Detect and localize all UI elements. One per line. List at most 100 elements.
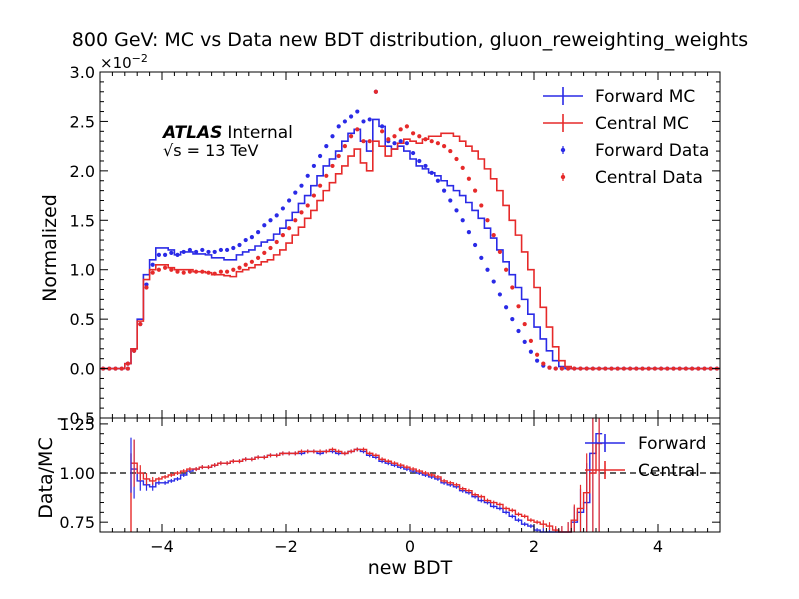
series-central-data-point — [206, 270, 211, 275]
series-forward-data-point — [243, 237, 248, 243]
series-central-data-point — [169, 267, 174, 272]
series-forward-data-point — [206, 249, 211, 255]
series-central-data-point — [330, 163, 335, 169]
series-forward-data-point — [169, 250, 174, 256]
series-forward-data-point — [231, 245, 236, 251]
series-central-data-point — [311, 193, 316, 198]
series-central-data-point — [386, 137, 391, 142]
series-central-data-point — [342, 144, 347, 149]
series-central-data-point — [163, 265, 168, 270]
series-central-data-point — [696, 366, 701, 371]
scale-multiplier-base: ×10 — [100, 54, 132, 72]
series-central-data-point — [367, 139, 372, 144]
main-axes: −0.5 0.0 0.5 1.0 1.5 2.0 2.5 3.0 — [56, 63, 721, 428]
series-forward-data-point — [175, 252, 180, 257]
series-central-data-point — [293, 218, 298, 223]
main-y-tick-label: 2.0 — [70, 162, 95, 181]
series-central-data-point — [528, 338, 534, 343]
ratio-panel: 0.75 1.00 1.25 −4 −2 0 2 4 Data/MC new BDT Forw… — [35, 415, 721, 579]
series-central-data-point — [392, 134, 397, 139]
series-central-data-point — [194, 269, 199, 274]
ratio-axes: 0.75 1.00 1.25 −4 −2 0 2 4 — [59, 415, 721, 556]
series-central-data-point — [150, 270, 155, 275]
series-forward-data-point — [181, 249, 186, 255]
series-forward-data-point — [528, 349, 534, 354]
series-forward-data-point — [218, 247, 223, 253]
series-central-data-point — [590, 366, 595, 371]
series-forward-data-point — [417, 158, 422, 164]
series-central-data-point — [566, 366, 571, 371]
series-forward-data-point — [287, 198, 292, 203]
series-forward-data-point — [330, 134, 335, 139]
series-forward-data-point — [305, 173, 310, 178]
series-forward-data-point — [404, 141, 409, 146]
series-central-data-point — [225, 269, 230, 274]
series-central-data-point — [280, 233, 285, 238]
series-central-data-point — [125, 366, 130, 371]
series-central-data-point — [125, 361, 130, 366]
series-forward-data-point — [311, 163, 316, 169]
x-tick-label: −2 — [274, 537, 298, 556]
series-central-data-point — [609, 366, 614, 371]
series-forward-mc-line — [100, 118, 720, 370]
series-central-data-point — [231, 267, 236, 272]
legend-forward-mc-label: Forward MC — [595, 87, 695, 107]
series-forward-data-point — [423, 163, 428, 169]
series-central-data-point — [355, 127, 360, 132]
series-central-data-point — [268, 245, 273, 251]
scale-multiplier: ×10−2 — [100, 52, 148, 72]
main-y-tick-label: 0.5 — [70, 310, 95, 329]
series-central-data-point — [491, 233, 496, 238]
series-central-data-point — [584, 366, 589, 371]
atlas-label: ATLAS Internal — [161, 123, 293, 143]
series-central-data-point — [640, 366, 645, 371]
series-central-data-point — [466, 176, 471, 181]
series-central-data-point — [411, 131, 416, 136]
series-forward-data-point — [336, 124, 341, 129]
series-central-data-point — [218, 269, 223, 274]
series-central-data-point — [708, 366, 713, 371]
series-forward-data-point — [212, 249, 217, 255]
series-central-data-point — [119, 366, 124, 371]
series-forward-data-point — [237, 242, 242, 248]
series-forward-data-point — [504, 305, 509, 310]
scale-multiplier-exponent: −2 — [132, 52, 148, 65]
main-plot-area — [100, 89, 720, 371]
series-forward-data-point — [156, 252, 161, 257]
series-forward-data-point — [163, 252, 168, 257]
series-central-data-point — [187, 269, 192, 274]
series-central-data-point — [690, 366, 695, 371]
series-central-data-point — [535, 352, 540, 357]
series-forward-data-point — [194, 249, 199, 255]
series-central-data-point — [175, 269, 180, 274]
series-central-data-point — [404, 124, 409, 129]
main-y-axis-label: Normalized — [39, 194, 61, 302]
legend-central-data-label: Central Data — [595, 168, 703, 188]
series-central-data-point — [578, 366, 583, 371]
series-central-data-point — [603, 366, 608, 371]
atlas-label-experiment: ATLAS — [161, 123, 222, 143]
series-forward-data-point — [485, 267, 490, 272]
series-central-data-point — [547, 365, 552, 370]
series-forward-data-point — [324, 144, 329, 149]
series-central-data-point — [256, 255, 261, 260]
series-central-data-point — [417, 134, 422, 139]
series-central-data-point — [361, 139, 366, 144]
ratio-legend: Forward Central — [585, 434, 706, 481]
series-forward-data-point — [361, 119, 366, 124]
series-central-data-point — [485, 218, 490, 223]
series-forward-data-point — [454, 208, 459, 213]
ratio-plot-area — [100, 418, 720, 533]
series-forward-data-point — [274, 213, 279, 218]
series-forward-data-point — [460, 218, 465, 223]
series-central-data-point — [156, 267, 161, 272]
legend-central-mc-label: Central MC — [595, 114, 689, 134]
series-central-data-point — [435, 141, 440, 146]
series-central-data-point — [683, 366, 688, 371]
main-y-tick-label: 1.0 — [70, 261, 95, 280]
series-central-data-point — [442, 144, 447, 149]
series-forward-data-point — [318, 153, 323, 159]
series-central-data-point — [448, 148, 453, 154]
series-forward-data-point — [355, 109, 360, 114]
series-forward-data-point — [429, 170, 434, 175]
